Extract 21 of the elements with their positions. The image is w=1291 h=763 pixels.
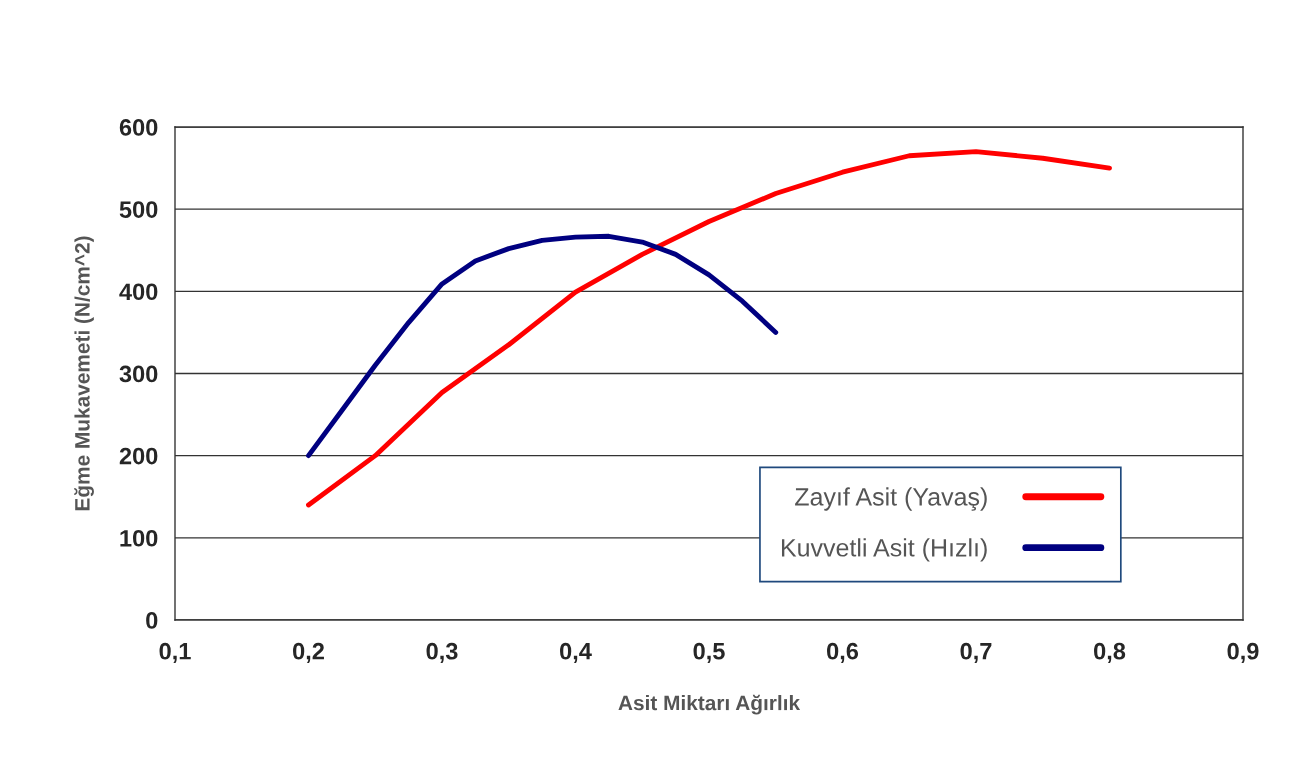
y-tick-label: 500 bbox=[119, 201, 158, 218]
y-axis-title: Eğme Mukavemeti (N/cm^2) bbox=[74, 236, 94, 511]
y-tick-label: 200 bbox=[119, 447, 158, 465]
x-tick-label: 0,2 bbox=[293, 642, 324, 663]
y-tick-label: 100 bbox=[120, 529, 158, 547]
y-tick-label: 400 bbox=[119, 283, 158, 301]
y-tick-label: 0 bbox=[146, 612, 158, 629]
legend-label: Zayıf Asit (Yavaş) bbox=[795, 487, 987, 511]
y-tick-label: 600 bbox=[119, 119, 158, 136]
x-tick-label: 0,4 bbox=[560, 642, 592, 663]
legend-label: Kuvvetli Asit (Hızlı) bbox=[782, 538, 987, 562]
y-tick-label: 300 bbox=[119, 365, 158, 383]
x-tick-label: 0,5 bbox=[693, 642, 725, 663]
x-tick-label: 0,7 bbox=[960, 642, 992, 663]
x-tick-label: 0,9 bbox=[1227, 642, 1259, 663]
x-tick-label: 0,8 bbox=[1094, 642, 1126, 663]
x-tick-label: 0,3 bbox=[426, 642, 458, 663]
x-tick-label: 0,6 bbox=[827, 642, 859, 663]
line-series bbox=[306, 233, 779, 459]
x-axis-title: Asit Miktarı Ağırlık bbox=[618, 694, 801, 715]
x-tick-label: 0,1 bbox=[159, 642, 191, 663]
